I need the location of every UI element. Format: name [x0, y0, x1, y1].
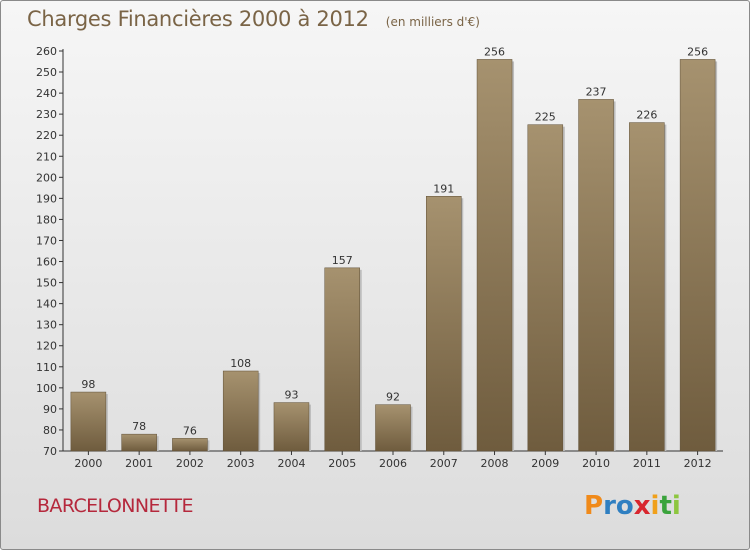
x-tick-label-2012: 2012 — [684, 457, 712, 470]
y-tick-label: 210 — [36, 150, 57, 163]
bar-2001 — [121, 433, 157, 452]
x-tick-label-2001: 2001 — [125, 457, 153, 470]
bar-2009 — [527, 124, 564, 452]
value-label-2010: 237 — [586, 85, 607, 98]
chart-title: Charges Financières 2000 à 2012 — [27, 7, 369, 31]
y-tick-label: 130 — [36, 319, 57, 332]
y-tick-label: 240 — [36, 87, 57, 100]
logo-letter: P — [584, 491, 604, 521]
bar-2004 — [273, 402, 310, 452]
bar-2005 — [324, 267, 360, 452]
value-label-2003: 108 — [230, 357, 251, 370]
x-tick-label-2008: 2008 — [481, 457, 509, 470]
x-tick-label-2004: 2004 — [277, 457, 305, 470]
value-label-2005: 157 — [332, 254, 353, 267]
commune-name: BARCELONNETTE — [37, 495, 194, 517]
value-labels: 98 78 76 108 93 157 92 191 256 225 237 226 256 — [81, 45, 708, 437]
logo-letter: o — [615, 491, 634, 521]
y-tick-label: 180 — [36, 213, 57, 226]
x-tick-label-2002: 2002 — [176, 457, 204, 470]
logo-letter: i — [671, 491, 681, 521]
x-tick-label-2000: 2000 — [74, 457, 102, 470]
x-tick-label-2011: 2011 — [633, 457, 661, 470]
value-label-2011: 226 — [636, 109, 657, 122]
x-tick-label-2003: 2003 — [227, 457, 255, 470]
value-label-2002: 76 — [183, 424, 197, 437]
y-tick-label: 200 — [36, 171, 57, 184]
bar-2008 — [476, 59, 513, 452]
bar-2006 — [375, 404, 411, 452]
y-tick-label: 140 — [36, 298, 57, 311]
y-tick-label: 100 — [36, 382, 57, 395]
y-tick-label: 190 — [36, 192, 57, 205]
bar-2010 — [578, 99, 614, 452]
y-tick-label: 110 — [36, 361, 57, 374]
logo-letter: x — [633, 491, 651, 521]
x-tick-label-2010: 2010 — [582, 457, 610, 470]
y-tick-label: 90 — [43, 403, 57, 416]
value-label-2004: 93 — [284, 389, 298, 402]
y-tick-label: 260 — [36, 45, 57, 58]
bar-2003 — [222, 370, 259, 452]
x-tick-label-2006: 2006 — [379, 457, 407, 470]
y-tick-label: 230 — [36, 108, 57, 121]
value-label-2008: 256 — [484, 45, 505, 58]
bar-2012 — [679, 59, 716, 452]
bars — [70, 59, 718, 452]
y-tick-label: 70 — [43, 445, 57, 458]
x-tick-label-2005: 2005 — [328, 457, 356, 470]
bar-2000 — [70, 391, 107, 452]
bar-2011 — [629, 122, 665, 452]
y-tick-label: 170 — [36, 234, 57, 247]
y-tick-label: 120 — [36, 340, 57, 353]
value-label-2012: 256 — [687, 45, 708, 58]
y-tick-label: 150 — [36, 277, 57, 290]
x-tick-label-2009: 2009 — [531, 457, 559, 470]
x-tick-label-2007: 2007 — [430, 457, 458, 470]
x-axis: 2000 2001 2002 2003 2004 2005 2006 2007 2008 2009… — [63, 450, 723, 470]
value-label-2006: 92 — [386, 391, 400, 404]
bar-2002 — [172, 438, 208, 452]
value-label-2000: 98 — [81, 378, 95, 391]
logo-letter: i — [650, 491, 660, 521]
y-tick-label: 80 — [43, 424, 57, 437]
value-label-2001: 78 — [132, 420, 146, 433]
proxiti-logo: Proxiti — [584, 491, 681, 521]
y-tick-label: 160 — [36, 256, 57, 269]
bar-2007 — [426, 196, 462, 452]
value-label-2007: 191 — [433, 182, 454, 195]
title-row: Charges Financières 2000 à 2012 (en mill… — [27, 7, 480, 31]
logo-letter: r — [603, 491, 616, 521]
y-axis: 70 80 90 100 110 120 130 140 150 160 170 180 190 200 2… — [36, 45, 64, 458]
chart-subtitle: (en milliers d'€) — [385, 15, 480, 29]
value-label-2009: 225 — [535, 111, 556, 124]
y-tick-label: 220 — [36, 129, 57, 142]
y-tick-label: 250 — [36, 66, 57, 79]
logo-letter: t — [659, 491, 672, 521]
